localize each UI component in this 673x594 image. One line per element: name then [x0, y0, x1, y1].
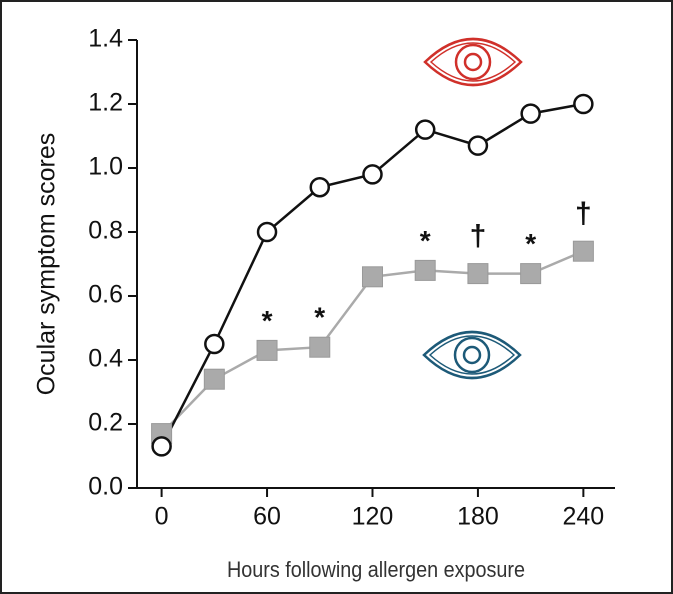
circle-marker — [414, 119, 436, 140]
square-marker — [203, 368, 225, 390]
x-tick-label: 240 — [563, 503, 605, 531]
y-axis-label: Ocular symptom scores — [33, 133, 61, 396]
y-tick-label: 0.2 — [88, 409, 123, 437]
circle-marker — [520, 103, 541, 124]
circle-marker — [467, 135, 489, 156]
red-eye-icon — [423, 37, 523, 87]
annotation: * — [314, 302, 325, 333]
y-tick-label: 0.8 — [88, 217, 123, 245]
circle-marker — [256, 221, 278, 243]
y-tick-label: 0.6 — [88, 281, 123, 309]
circle-marker — [151, 436, 172, 457]
annotation: † — [470, 220, 487, 253]
y-tick-label: 1.4 — [88, 25, 123, 53]
circle-marker — [309, 176, 331, 198]
y-tick-label: 1.2 — [88, 89, 123, 117]
annotation: * — [420, 225, 431, 256]
square-marker — [572, 240, 594, 262]
annotation: * — [525, 228, 536, 259]
circle-marker — [362, 164, 383, 185]
circle-marker — [204, 333, 225, 355]
annotation: † — [575, 197, 592, 230]
x-tick-label: 0 — [155, 503, 169, 531]
annotation: * — [262, 305, 273, 336]
y-tick-label: 0.0 — [88, 473, 123, 501]
x-tick-label: 120 — [352, 503, 394, 531]
x-tick-label: 180 — [457, 503, 499, 531]
y-tick-label: 1.0 — [88, 153, 123, 181]
x-tick-label: 60 — [253, 503, 281, 531]
y-tick-label: 0.4 — [88, 345, 123, 373]
square-marker — [256, 339, 278, 361]
square-marker — [361, 266, 383, 288]
square-marker — [467, 263, 489, 285]
circle-marker — [573, 93, 594, 115]
square-marker — [414, 259, 436, 281]
square-marker — [520, 263, 542, 285]
square-marker — [309, 336, 331, 358]
x-axis-label: Hours following allergen exposure — [227, 558, 525, 582]
blue-eye-icon — [422, 330, 522, 380]
